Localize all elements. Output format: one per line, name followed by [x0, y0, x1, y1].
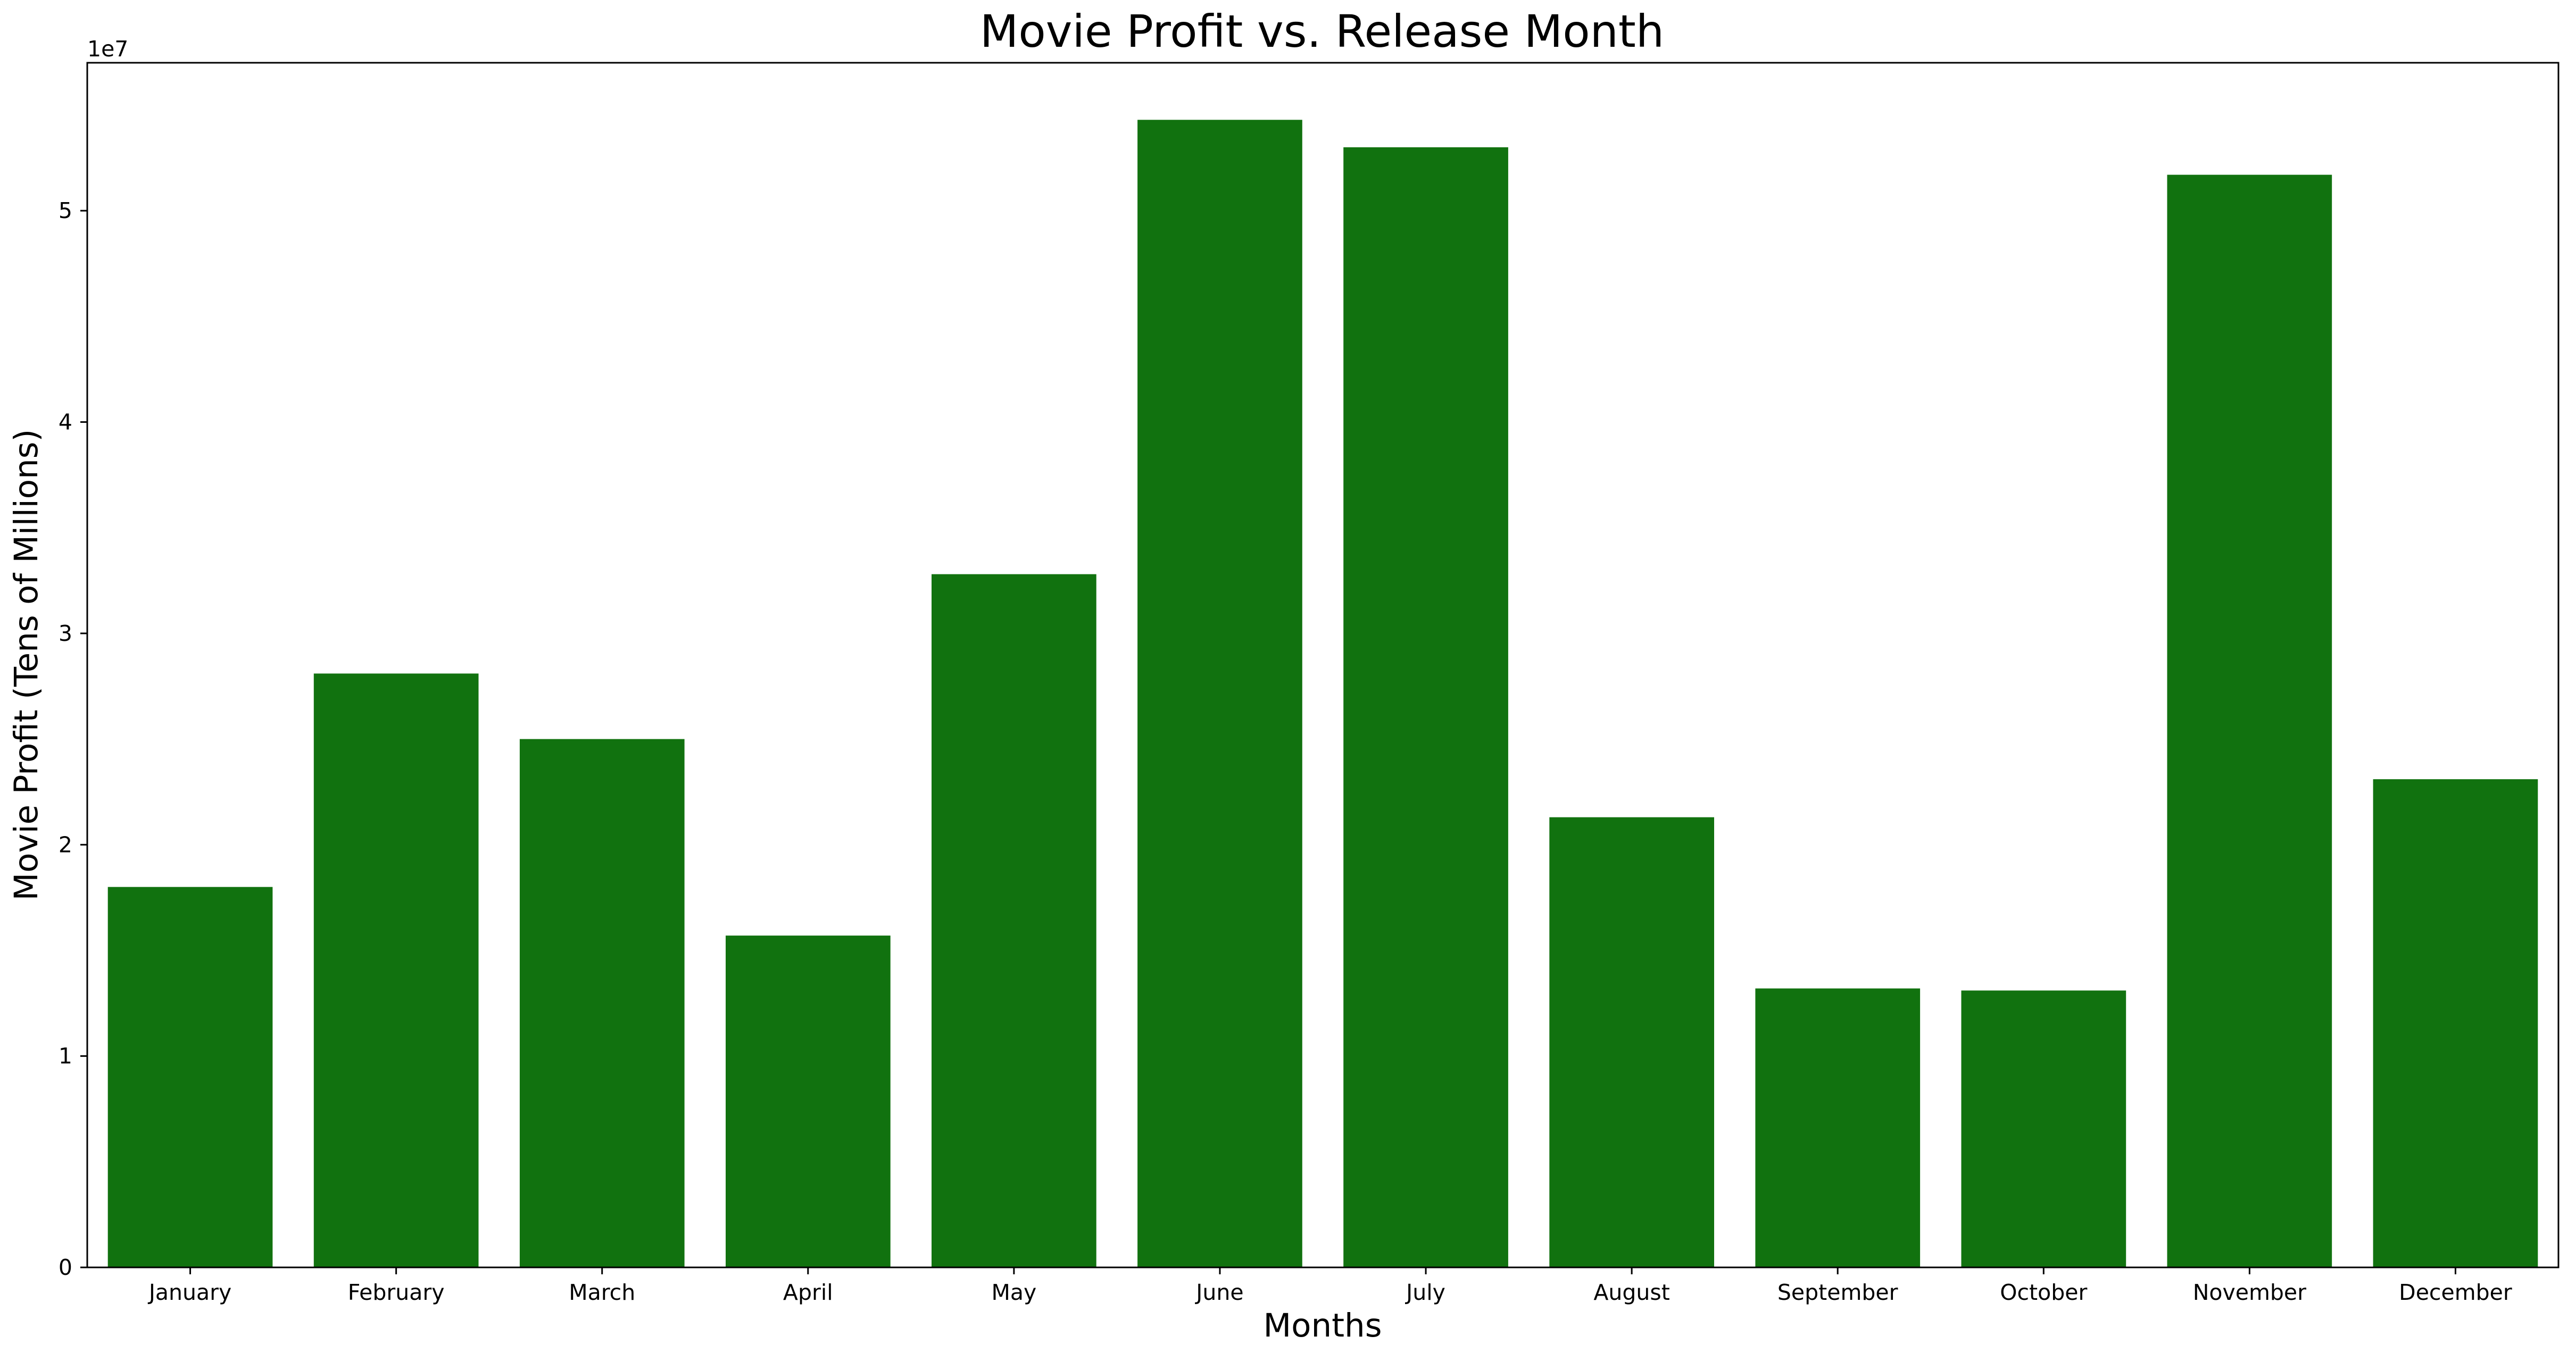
y-tick-label: 2	[59, 832, 72, 857]
y-axis-ticks: 0 1 2 3 4 5	[59, 198, 87, 1280]
bar-october	[1961, 990, 2126, 1267]
x-tick-label: September	[1777, 1280, 1898, 1305]
bar-february	[313, 673, 479, 1267]
bar-june	[1137, 120, 1302, 1267]
x-tick-label: October	[2000, 1280, 2087, 1305]
x-axis-ticks: January February March April May June July Augu…	[147, 1267, 2512, 1305]
x-tick-label: July	[1405, 1280, 1445, 1305]
y-tick-label: 5	[59, 198, 72, 223]
x-tick-label: August	[1593, 1280, 1669, 1305]
bar-september	[1755, 988, 1921, 1267]
bar-december	[2373, 779, 2538, 1267]
y-tick-label: 3	[59, 621, 72, 646]
x-tick-label: February	[348, 1280, 445, 1305]
x-tick-label: January	[147, 1280, 231, 1305]
x-tick-label: April	[783, 1280, 833, 1305]
x-tick-label: March	[569, 1280, 635, 1305]
y-axis-label: Movie Profit (Tens of Millions)	[7, 429, 45, 901]
bar-november	[2167, 174, 2332, 1267]
x-tick-label: May	[991, 1280, 1036, 1305]
y-tick-label: 4	[59, 410, 72, 435]
x-tick-label: November	[2193, 1280, 2306, 1305]
bar-january	[107, 887, 273, 1267]
bar-august	[1549, 817, 1714, 1267]
plot-frame	[86, 62, 2560, 1268]
x-axis-label: Months	[1264, 1307, 1382, 1345]
chart-title: Movie Profit vs. Release Month	[980, 5, 1664, 57]
bar-july	[1343, 147, 1508, 1268]
y-tick-label: 1	[59, 1043, 72, 1069]
bars-layer	[107, 120, 2538, 1268]
bar-march	[519, 739, 685, 1267]
x-tick-label: June	[1194, 1280, 1243, 1305]
y-axis-offset-label: 1e7	[87, 36, 128, 62]
y-tick-label: 0	[59, 1255, 72, 1280]
bar-may	[932, 574, 1096, 1267]
bar-april	[726, 936, 891, 1267]
x-tick-label: December	[2399, 1280, 2512, 1305]
